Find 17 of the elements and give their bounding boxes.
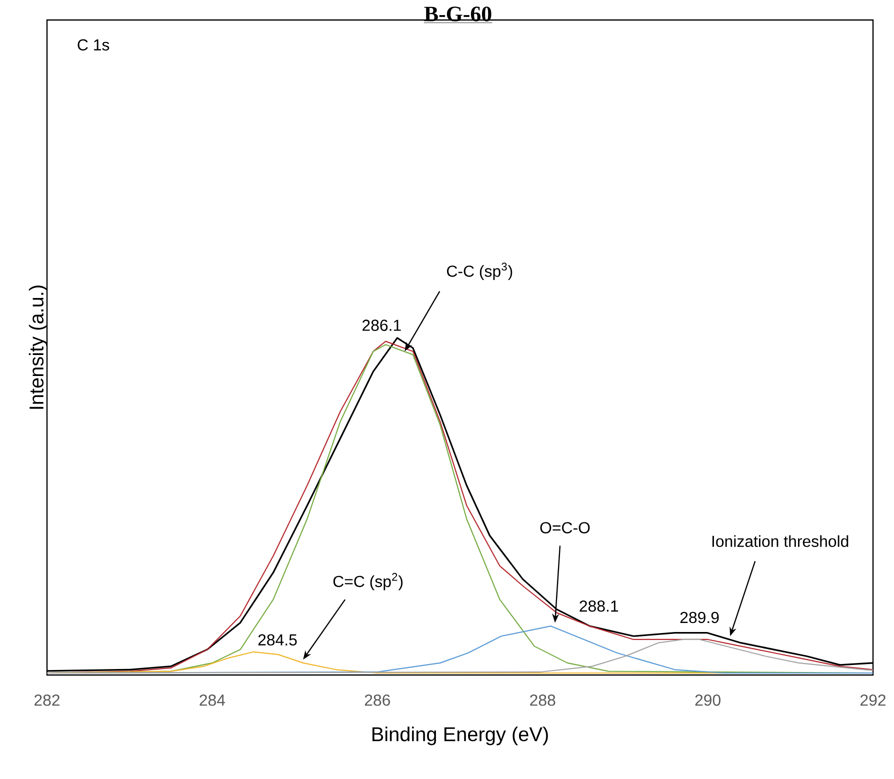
annotation: 286.1 xyxy=(362,320,401,331)
x-tick-label: 290 xyxy=(695,694,720,706)
x-axis-title: Binding Energy (eV) xyxy=(372,726,548,746)
x-tick-label: 282 xyxy=(34,694,60,706)
annotation: 284.5 xyxy=(258,634,297,646)
x-tick-label: 286 xyxy=(364,694,390,706)
x-tick-label: 284 xyxy=(200,694,226,706)
text: C 1s xyxy=(78,39,110,51)
annotation: O=C-O xyxy=(540,522,590,534)
annotation: 288.1 xyxy=(580,600,618,612)
x-tick-label: 292 xyxy=(860,694,886,706)
annotation: Ionization threshold xyxy=(712,535,848,547)
annotation: C-C (sp$^{3}$) xyxy=(447,262,512,280)
y-axis-title: Intensity (a.u.) xyxy=(28,286,48,409)
x-tick-label: 288 xyxy=(530,694,556,706)
annotation: C=C (sp$^{2}$) xyxy=(333,572,403,590)
annotation: 289.9 xyxy=(680,612,719,624)
